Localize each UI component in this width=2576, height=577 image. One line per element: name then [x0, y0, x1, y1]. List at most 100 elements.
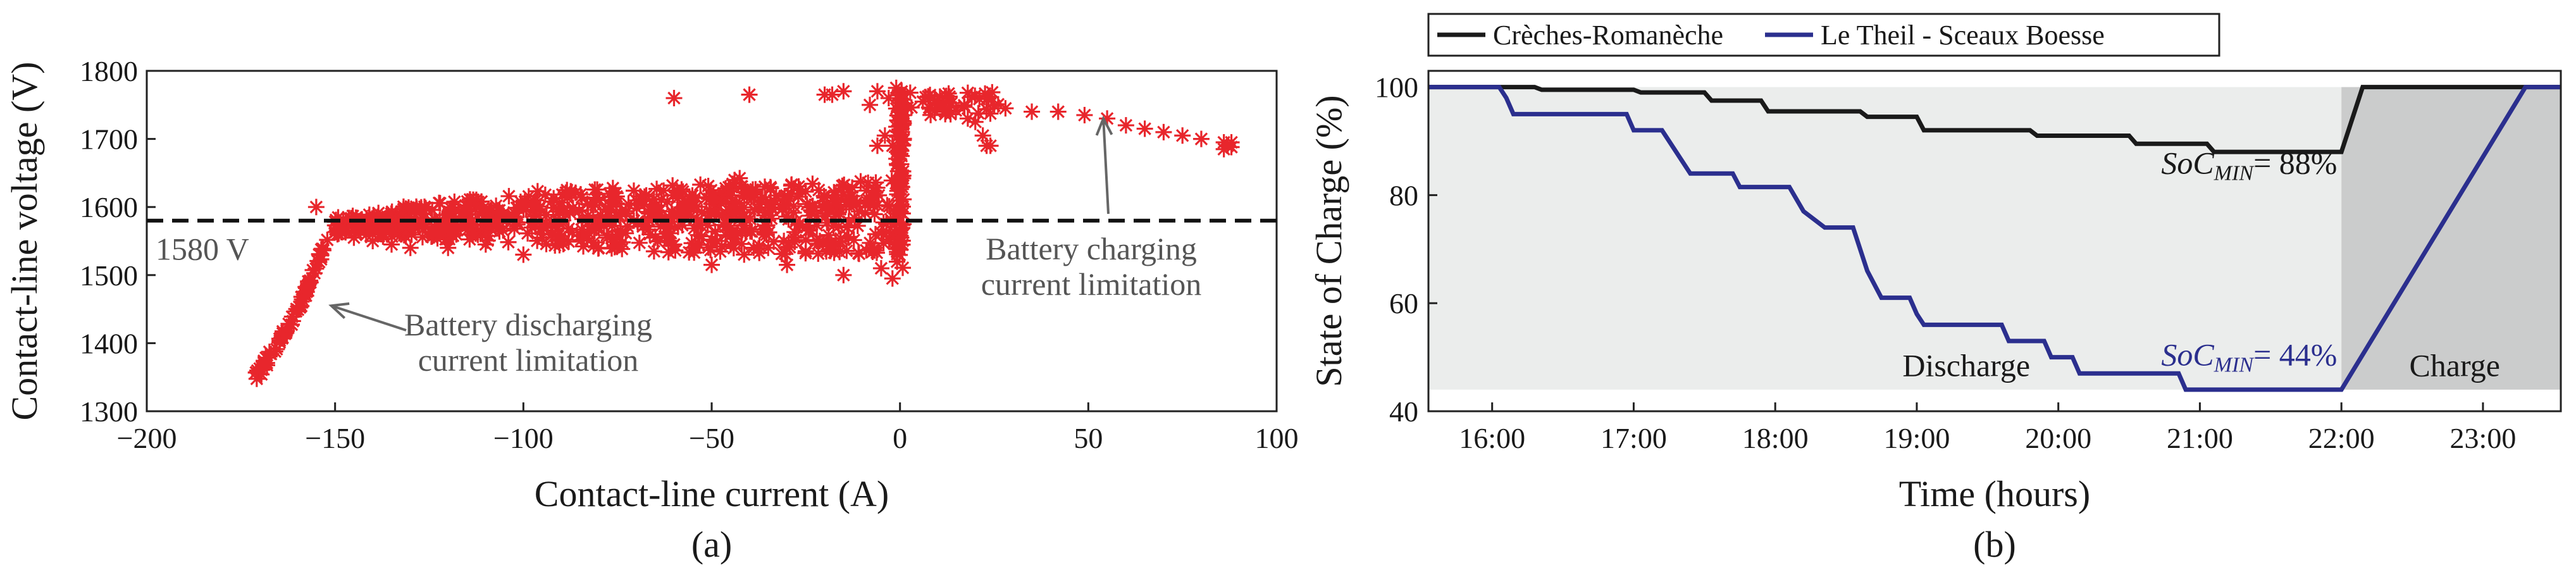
x-tick-label: −200: [117, 422, 177, 454]
data-point: [826, 244, 843, 261]
data-point: [416, 198, 433, 215]
data-point: [534, 229, 551, 246]
panel-b-x-axis-label: Time (hours): [1899, 473, 2090, 514]
panel-a-y-tick-labels: 1300 1400 1500 1600 1700 1800: [80, 55, 138, 428]
data-point: [888, 79, 905, 96]
annotation-text: current limitation: [418, 342, 639, 378]
data-point: [377, 223, 394, 240]
soc-value: = 88%: [2253, 145, 2337, 180]
data-point: [388, 206, 405, 223]
data-point: [586, 196, 604, 213]
data-point: [661, 209, 678, 226]
data-point: [297, 280, 314, 297]
data-point: [1223, 133, 1240, 151]
data-point: [609, 236, 626, 253]
panel-b-y-tick-labels: 40 60 80 100: [1375, 71, 1418, 428]
y-tick-label: 40: [1389, 395, 1418, 428]
data-point: [552, 204, 569, 221]
data-point: [779, 256, 796, 273]
data-point: [880, 90, 897, 107]
data-point: [955, 97, 972, 114]
data-point: [398, 219, 415, 236]
data-point: [1155, 123, 1172, 140]
data-point: [824, 86, 841, 103]
data-point: [869, 137, 886, 154]
data-point: [545, 190, 562, 207]
data-point: [731, 210, 748, 227]
panel-a-ticks: [146, 70, 1278, 413]
soc-prefix: SoC: [2161, 145, 2214, 180]
data-point: [256, 352, 273, 369]
data-point: [810, 182, 827, 199]
data-point: [850, 203, 867, 220]
panel-b-frame: [1427, 70, 2562, 413]
data-point: [707, 223, 724, 240]
data-point: [474, 200, 492, 217]
data-point: [564, 224, 581, 241]
data-point: [563, 185, 580, 202]
y-tick-label: 60: [1389, 287, 1418, 320]
data-point: [810, 235, 827, 252]
data-point: [876, 127, 893, 144]
data-point: [660, 244, 677, 261]
discharge-label: Discharge: [1902, 347, 2030, 383]
annotation-text: Battery charging: [986, 231, 1197, 266]
data-point: [311, 254, 328, 271]
x-tick-label: −100: [493, 422, 554, 454]
data-point: [997, 100, 1014, 117]
y-tick-label: 100: [1375, 71, 1418, 104]
soc-subscript: MIN: [2214, 161, 2255, 185]
data-point: [889, 182, 906, 199]
data-point: [977, 85, 994, 102]
data-point: [823, 236, 840, 253]
data-point: [516, 193, 533, 210]
discharge-shaded-region: [1428, 87, 2342, 390]
annotation-text: current limitation: [981, 266, 1202, 302]
data-point: [745, 239, 762, 256]
data-point: [283, 316, 300, 333]
soc-min-annotation-le-theil: SoCMIN= 44%: [2161, 337, 2337, 376]
data-point: [1050, 103, 1067, 120]
data-point: [702, 242, 719, 259]
charge-label: Charge: [2409, 347, 2499, 383]
panel-a-caption: (a): [691, 524, 732, 565]
data-point: [978, 101, 995, 118]
data-point: [479, 215, 496, 232]
data-point: [832, 230, 849, 247]
legend: Crèches-Romanèche Le Theil - Sceaux Boes…: [1427, 13, 2220, 57]
data-point: [337, 222, 354, 239]
data-point: [889, 163, 907, 180]
panel-a-x-axis-label: Contact-line current (A): [535, 473, 889, 514]
x-tick-label: 17:00: [1601, 422, 1667, 454]
x-tick-label: 18:00: [1742, 422, 1809, 454]
x-tick-label: −150: [305, 422, 365, 454]
data-point: [783, 176, 800, 193]
y-tick-label: 1700: [80, 123, 138, 156]
data-point: [464, 191, 481, 208]
data-point: [1136, 120, 1153, 137]
data-point: [894, 259, 911, 276]
data-point: [797, 243, 814, 260]
annotation-arrow: [1102, 118, 1110, 214]
data-point: [561, 204, 578, 221]
data-point: [982, 137, 999, 154]
data-point: [947, 102, 964, 119]
data-point: [402, 239, 419, 256]
legend-box: [1427, 13, 2220, 57]
data-point: [500, 233, 517, 251]
data-point: [891, 233, 908, 250]
data-point: [590, 239, 607, 256]
x-tick-label: 22:00: [2308, 422, 2375, 454]
data-point: [383, 236, 400, 253]
data-point: [684, 239, 702, 256]
data-point: [604, 180, 621, 197]
data-point: [967, 113, 984, 130]
data-point: [865, 182, 882, 199]
data-point: [850, 245, 867, 262]
data-point: [733, 178, 750, 195]
data-point: [862, 234, 879, 251]
data-point: [786, 233, 803, 251]
data-point: [884, 137, 901, 154]
